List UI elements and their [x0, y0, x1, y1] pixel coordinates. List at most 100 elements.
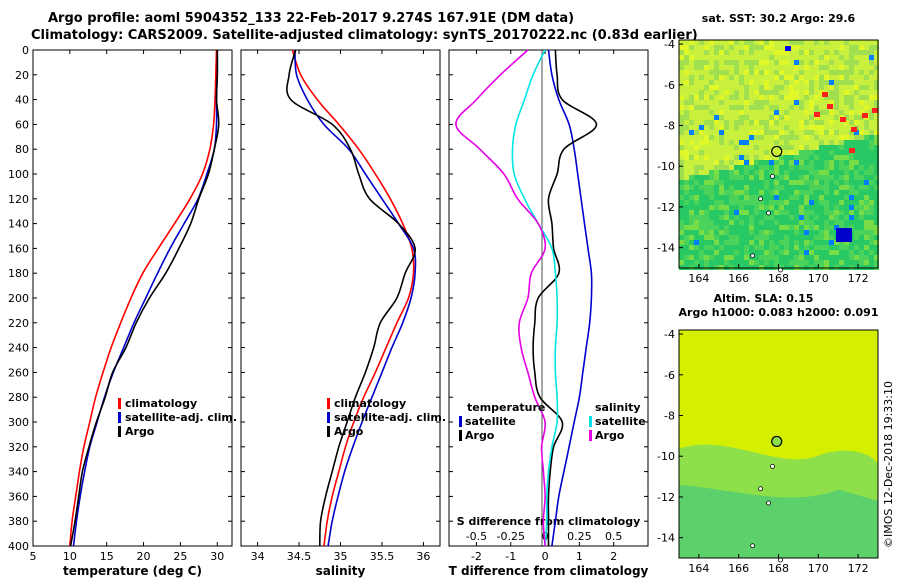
sst-cell	[729, 55, 734, 60]
sst-cell	[849, 260, 854, 265]
sst-cell	[699, 70, 704, 75]
sst-cell	[864, 80, 869, 85]
series-climatology	[69, 49, 218, 547]
sst-cell	[774, 75, 779, 80]
lat-tick-label: -12	[657, 491, 675, 504]
sst-cell	[864, 60, 869, 65]
sst-cell	[789, 45, 794, 50]
sst-cell	[814, 115, 819, 120]
sst-cell	[864, 45, 869, 50]
lon-tick-label: 168	[768, 562, 789, 575]
sst-cell	[679, 260, 684, 265]
sst-cell	[724, 115, 729, 120]
sst-cell	[764, 45, 769, 50]
sst-cell	[864, 170, 869, 175]
sst-cell	[844, 110, 849, 115]
sst-cell	[734, 195, 739, 200]
sst-cell	[874, 225, 879, 230]
sst-cell	[834, 125, 839, 130]
sst-cell	[709, 40, 714, 45]
sst-cell	[799, 125, 804, 130]
sst-cell	[719, 235, 724, 240]
sst-cell	[719, 85, 724, 90]
sst-cell	[719, 135, 724, 140]
sst-cell	[744, 210, 749, 215]
sst-cell	[784, 190, 789, 195]
sst-cell	[784, 55, 789, 60]
sst-cell	[729, 195, 734, 200]
sst-cell	[704, 90, 709, 95]
sst-cell	[809, 185, 814, 190]
sst-cell	[684, 120, 689, 125]
sst-cell	[689, 150, 694, 155]
series-satellite-adj-clim-	[294, 49, 417, 547]
sst-cell	[834, 130, 839, 135]
sst-cell	[819, 155, 824, 160]
sst-cell	[759, 80, 764, 85]
sst-cell	[679, 250, 684, 255]
sst-cell	[819, 260, 824, 265]
sst-cell	[744, 60, 749, 65]
sst-cell	[829, 175, 834, 180]
sst-cell	[789, 155, 794, 160]
sst-cell	[744, 150, 749, 155]
sst-cell	[804, 210, 809, 215]
sst-cell	[719, 210, 724, 215]
sst-cell	[784, 180, 789, 185]
sst-cell	[744, 50, 749, 55]
sst-cell	[709, 240, 714, 245]
sst-cell	[734, 220, 739, 225]
sst-cell	[739, 95, 744, 100]
sst-cell	[744, 260, 749, 265]
sst-cell	[739, 155, 744, 160]
x-tick-label: 5	[30, 550, 37, 563]
sst-cell	[704, 150, 709, 155]
sst-cell	[774, 120, 779, 125]
sst-cell	[829, 230, 834, 235]
sst-cell	[799, 190, 804, 195]
sst-cell	[829, 195, 834, 200]
sst-cell	[739, 45, 744, 50]
sst-cell	[859, 80, 864, 85]
sst-cell	[714, 190, 719, 195]
sst-cell	[699, 250, 704, 255]
sst-cell	[744, 170, 749, 175]
sst-cell	[764, 70, 769, 75]
sst-cell	[799, 75, 804, 80]
sst-cell	[829, 80, 834, 85]
sst-cell	[779, 230, 784, 235]
sst-cell	[844, 195, 849, 200]
sst-cell	[784, 175, 789, 180]
sst-cell	[864, 140, 869, 145]
sst-cell	[829, 170, 834, 175]
sst-cell	[774, 230, 779, 235]
sst-cell	[689, 145, 694, 150]
sst-cell	[724, 160, 729, 165]
sst-cell	[744, 255, 749, 260]
sst-cell	[864, 195, 869, 200]
sst-cell	[809, 110, 814, 115]
sst-cell	[864, 125, 869, 130]
sst-cell	[739, 180, 744, 185]
sst-cell	[694, 110, 699, 115]
sst-cell	[804, 160, 809, 165]
sst-cell	[744, 90, 749, 95]
sst-cell	[849, 50, 854, 55]
sst-cell	[844, 115, 849, 120]
sst-cell	[844, 185, 849, 190]
sst-cell	[764, 155, 769, 160]
sst-cell	[864, 155, 869, 160]
sst-cell	[809, 175, 814, 180]
sst-cell	[709, 185, 714, 190]
sst-cell	[794, 245, 799, 250]
sst-cell	[739, 255, 744, 260]
sst-cell	[794, 205, 799, 210]
sst-cell	[864, 235, 869, 240]
sst-cell	[794, 145, 799, 150]
sst-cell	[864, 85, 869, 90]
series-climatology	[291, 49, 415, 547]
sst-cell	[769, 195, 774, 200]
sst-cell	[854, 185, 859, 190]
sst-cell	[769, 250, 774, 255]
sst-cell	[689, 100, 694, 105]
